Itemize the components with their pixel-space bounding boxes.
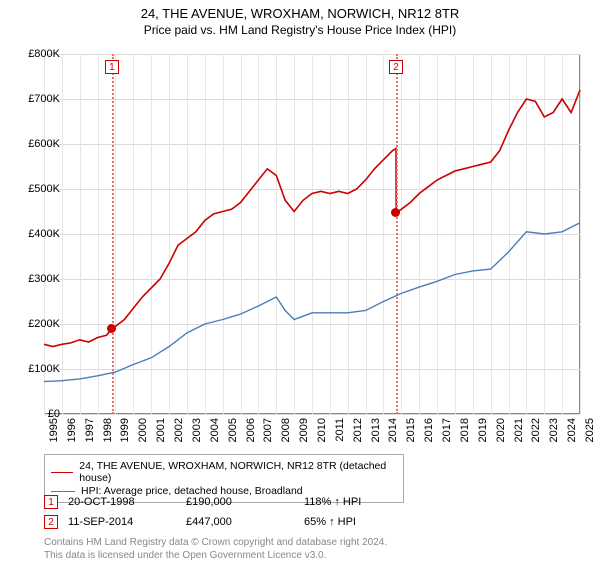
- footer: Contains HM Land Registry data © Crown c…: [44, 537, 387, 562]
- x-axis-label: 2001: [155, 418, 167, 452]
- event-price: £190,000: [186, 496, 286, 508]
- footer-line: Contains HM Land Registry data © Crown c…: [44, 537, 387, 550]
- x-axis-label: 2023: [548, 418, 560, 452]
- x-axis-label: 1998: [102, 418, 114, 452]
- event-row: 1 20-OCT-1998 £190,000 118% ↑ HPI: [44, 496, 361, 508]
- y-axis-label: £200K: [10, 318, 60, 330]
- event-date: 11-SEP-2014: [68, 516, 168, 528]
- event-marker-line: [112, 54, 114, 414]
- x-axis-label: 2012: [352, 418, 364, 452]
- x-axis-label: 2013: [370, 418, 382, 452]
- event-marker-label: 2: [389, 60, 403, 74]
- x-axis-label: 1997: [84, 418, 96, 452]
- x-axis-label: 2021: [513, 418, 525, 452]
- event-row: 2 11-SEP-2014 £447,000 65% ↑ HPI: [44, 516, 356, 528]
- event-marker-line: [396, 54, 398, 414]
- x-axis-label: 2015: [405, 418, 417, 452]
- x-axis-label: 2020: [495, 418, 507, 452]
- legend-swatch: [51, 472, 73, 473]
- x-axis-label: 2014: [387, 418, 399, 452]
- series-line: [44, 90, 580, 347]
- chart: 12: [44, 54, 580, 414]
- event-hpi: 65% ↑ HPI: [304, 516, 356, 528]
- y-axis-label: £500K: [10, 183, 60, 195]
- y-axis-label: £300K: [10, 273, 60, 285]
- page-title: 24, THE AVENUE, WROXHAM, NORWICH, NR12 8…: [0, 6, 600, 21]
- x-axis-label: 2007: [262, 418, 274, 452]
- x-axis-label: 2005: [227, 418, 239, 452]
- x-axis-label: 2008: [280, 418, 292, 452]
- y-axis-label: £100K: [10, 363, 60, 375]
- x-axis-label: 2025: [584, 418, 596, 452]
- x-axis-label: 2006: [245, 418, 257, 452]
- x-axis-label: 2009: [298, 418, 310, 452]
- legend-item: 24, THE AVENUE, WROXHAM, NORWICH, NR12 8…: [51, 460, 397, 484]
- x-axis-label: 2022: [530, 418, 542, 452]
- x-axis-label: 1995: [48, 418, 60, 452]
- x-axis-label: 1996: [66, 418, 78, 452]
- event-marker-box: 2: [44, 515, 58, 529]
- legend-label: 24, THE AVENUE, WROXHAM, NORWICH, NR12 8…: [79, 460, 397, 484]
- y-axis-label: £700K: [10, 93, 60, 105]
- vgrid-line: [580, 54, 581, 414]
- event-hpi: 118% ↑ HPI: [304, 496, 361, 508]
- x-axis-label: 2004: [209, 418, 221, 452]
- event-marker-box: 1: [44, 495, 58, 509]
- event-marker-label: 1: [105, 60, 119, 74]
- x-axis-label: 2011: [334, 418, 346, 452]
- hgrid-line: [44, 414, 580, 415]
- event-date: 20-OCT-1998: [68, 496, 168, 508]
- x-axis-label: 2018: [459, 418, 471, 452]
- x-axis-label: 2003: [191, 418, 203, 452]
- x-axis-label: 2000: [137, 418, 149, 452]
- x-axis-label: 2016: [423, 418, 435, 452]
- x-axis-label: 2024: [566, 418, 578, 452]
- y-axis-label: £800K: [10, 48, 60, 60]
- series-line: [44, 223, 580, 382]
- x-axis-label: 2017: [441, 418, 453, 452]
- x-axis-label: 1999: [119, 418, 131, 452]
- x-axis-label: 2002: [173, 418, 185, 452]
- legend-swatch: [51, 491, 75, 492]
- x-axis-label: 2019: [477, 418, 489, 452]
- x-axis-label: 2010: [316, 418, 328, 452]
- footer-line: This data is licensed under the Open Gov…: [44, 550, 387, 563]
- y-axis-label: £400K: [10, 228, 60, 240]
- y-axis-label: £600K: [10, 138, 60, 150]
- event-price: £447,000: [186, 516, 286, 528]
- page-subtitle: Price paid vs. HM Land Registry's House …: [0, 23, 600, 37]
